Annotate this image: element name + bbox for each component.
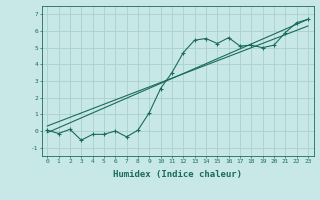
X-axis label: Humidex (Indice chaleur): Humidex (Indice chaleur)	[113, 170, 242, 179]
